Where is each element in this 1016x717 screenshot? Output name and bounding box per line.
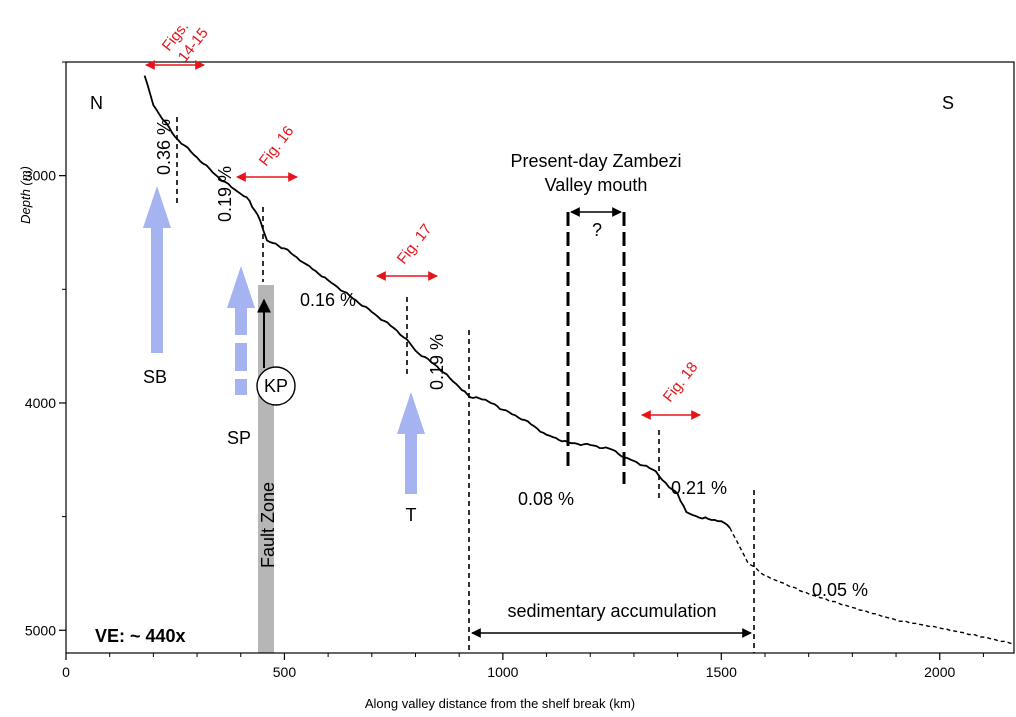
sb-arrow [143, 186, 171, 353]
y-axis-title: Depth (m) [18, 166, 33, 224]
profile-line-dashed [729, 527, 1015, 645]
fig-18-label: Fig. 18 [660, 359, 702, 406]
fig-16-label: Fig. 16 [256, 123, 298, 170]
slope-label-019-a: 0.19 % [215, 166, 235, 222]
fault-zone-bar [258, 285, 274, 653]
slope-label-036: 0.36 % [154, 119, 174, 175]
south-label: S [942, 93, 954, 113]
sp-label: SP [227, 428, 251, 448]
t-label: T [406, 505, 417, 525]
slope-label-008: 0.08 % [518, 489, 574, 509]
slope-label-019-b: 0.19 % [427, 334, 447, 390]
valley-mouth-bracket [566, 212, 626, 484]
t-arrow [397, 392, 425, 494]
y-axis: 3000 4000 5000 [25, 61, 66, 638]
north-label: N [90, 93, 103, 113]
slope-label-016: 0.16 % [300, 290, 356, 310]
x-tick-label-1: 500 [273, 664, 297, 680]
x-tick-label-2: 1000 [487, 664, 518, 680]
valley-mouth-question: ? [592, 220, 602, 240]
fault-zone-label: Fault Zone [258, 482, 278, 568]
sed-acc-label: sedimentary accumulation [507, 601, 716, 621]
fig-17-label: Fig. 17 [394, 221, 436, 268]
ve-label: VE: ~ 440x [95, 626, 186, 646]
x-tick-label-3: 1500 [706, 664, 737, 680]
profile-line-solid [143, 75, 731, 529]
x-tick-label-4: 2000 [924, 664, 955, 680]
valley-mouth-subtitle: Valley mouth [545, 175, 648, 195]
sb-label: SB [143, 367, 167, 387]
x-axis-title: Along valley distance from the shelf bre… [365, 696, 635, 711]
slope-label-005: 0.05 % [812, 580, 868, 600]
kp-label: KP [264, 376, 288, 396]
x-tick-label-0: 0 [62, 664, 70, 680]
y-tick-label-1: 4000 [25, 395, 56, 411]
slope-label-021: 0.21 % [671, 478, 727, 498]
kp-circle [256, 366, 296, 406]
x-axis: 0 500 1000 1500 2000 [62, 653, 984, 680]
y-tick-label-2: 5000 [25, 622, 56, 638]
y-tick-label-0: 3000 [25, 168, 56, 184]
sp-arrow [227, 266, 255, 395]
plot-frame [65, 61, 1015, 654]
slope-dividers [176, 117, 755, 653]
valley-mouth-title: Present-day Zambezi [510, 151, 681, 171]
